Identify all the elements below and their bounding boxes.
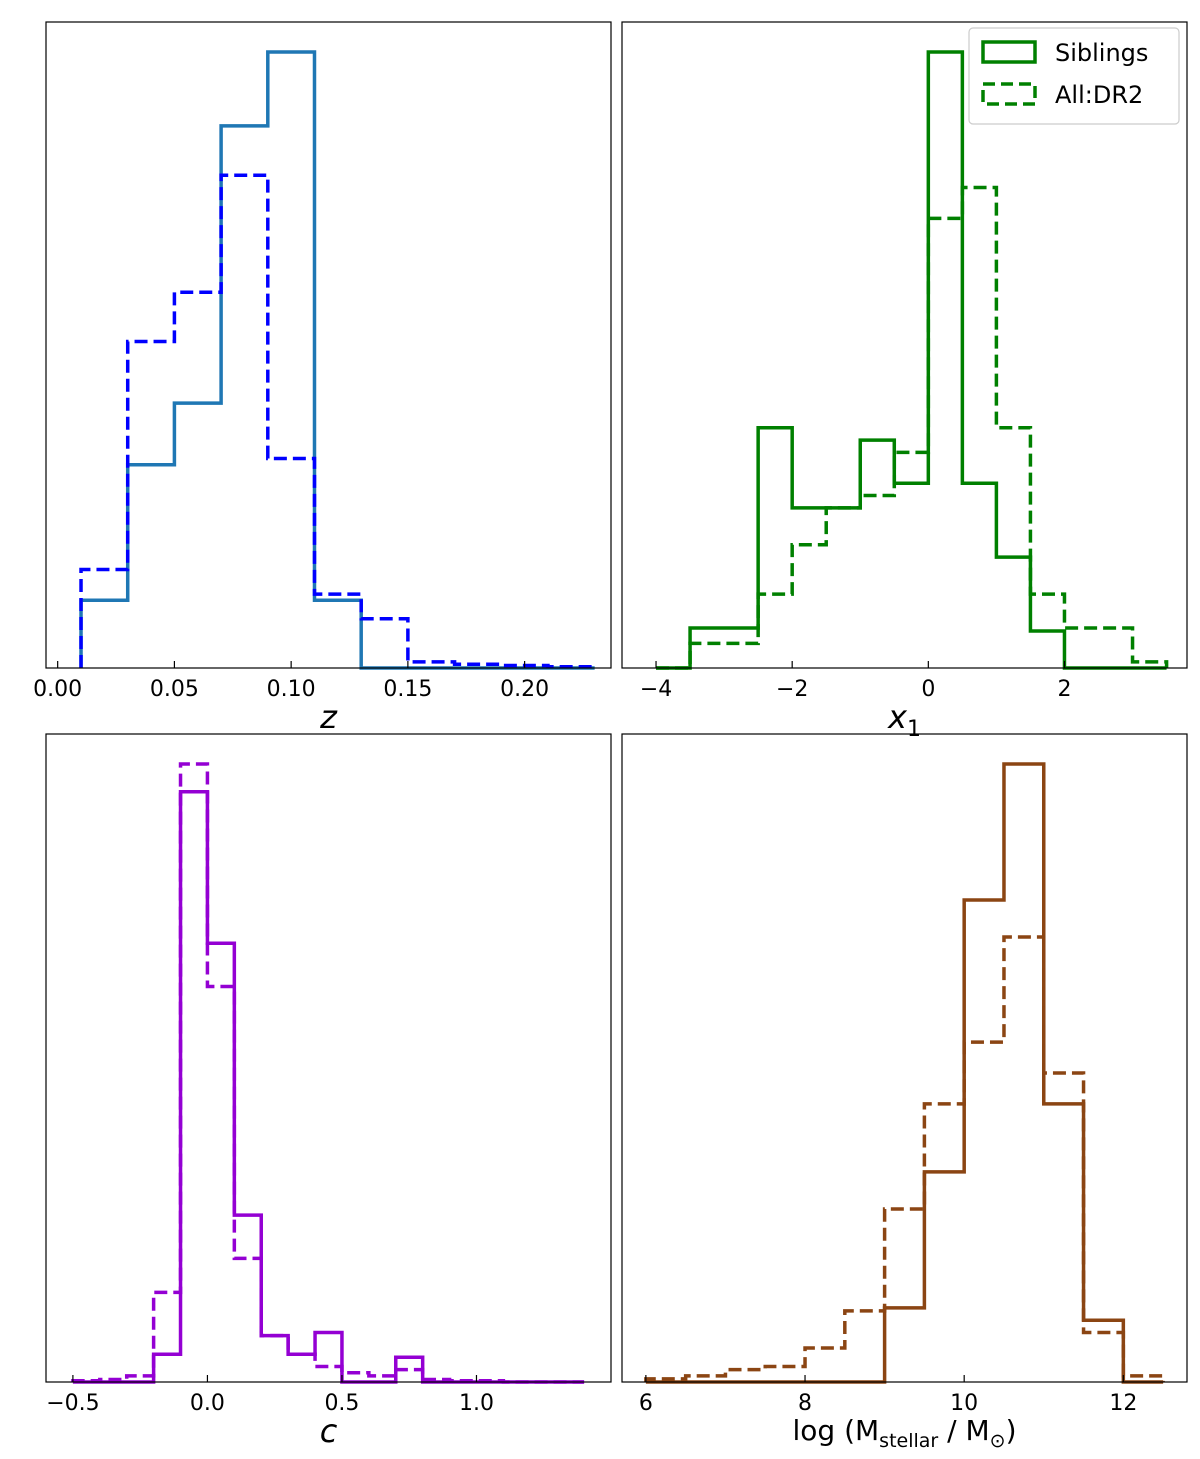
x-tick-label: 12	[1109, 1391, 1137, 1416]
x-tick-label: −0.5	[46, 1391, 99, 1416]
axes-frame	[621, 733, 1188, 1383]
panel-mass-histogram: 6 8 10 12 log (Mstellar / M⊙)	[621, 733, 1188, 1452]
x-tick-label: 10	[950, 1391, 978, 1416]
x-axis-label: c	[320, 1412, 338, 1450]
dashed-histogram-series	[656, 185, 1169, 670]
panel-z-histogram: 0.00 0.05 0.10 0.15 0.20 z	[33, 21, 612, 736]
axes-frame	[45, 21, 612, 669]
dashed-histogram-series	[79, 173, 597, 669]
x-tick-label: 6	[639, 1391, 653, 1416]
legend-box	[968, 27, 1180, 125]
x-tick-label: 8	[798, 1391, 812, 1416]
legend: Siblings All:DR2	[968, 27, 1180, 125]
dashed-histogram-series	[71, 762, 585, 1384]
x-tick-label: 0.20	[500, 677, 549, 702]
x-tick-label: 0.15	[383, 677, 432, 702]
x-tick-label: 2	[1057, 677, 1071, 702]
axes-frame	[621, 21, 1188, 669]
legend-label: Siblings	[1055, 39, 1148, 67]
x-tick-label: 0.5	[324, 1391, 359, 1416]
panel-c-histogram: −0.5 0.0 0.5 1.0 c	[45, 733, 612, 1450]
axes-frame	[45, 733, 612, 1383]
x-axis-label: log (Mstellar / M⊙)	[793, 1414, 1017, 1452]
x-tick-label: 0.00	[33, 677, 82, 702]
x-tick-label: 1.0	[459, 1391, 494, 1416]
x-tick-label: 0	[921, 677, 935, 702]
solid-histogram-series	[645, 762, 1164, 1384]
x-tick-label: 0.0	[190, 1391, 225, 1416]
x-tick-label: 0.05	[150, 677, 199, 702]
panel-x1-histogram: −4 −2 0 2 x1 Siblings All:DR2	[621, 21, 1188, 742]
legend-swatch	[981, 82, 1037, 106]
legend-label: All:DR2	[1055, 81, 1143, 109]
legend-swatch	[981, 40, 1037, 64]
x-axis-label: x1	[887, 698, 921, 742]
x-tick-label: −4	[640, 677, 672, 702]
solid-histogram-series	[72, 790, 585, 1384]
solid-histogram-series	[79, 50, 595, 670]
x-axis-label: z	[319, 698, 338, 736]
solid-histogram-series	[656, 50, 1167, 670]
dashed-histogram-series	[644, 935, 1165, 1382]
x-tick-label: 0.10	[267, 677, 316, 702]
x-tick-label: −2	[776, 677, 808, 702]
